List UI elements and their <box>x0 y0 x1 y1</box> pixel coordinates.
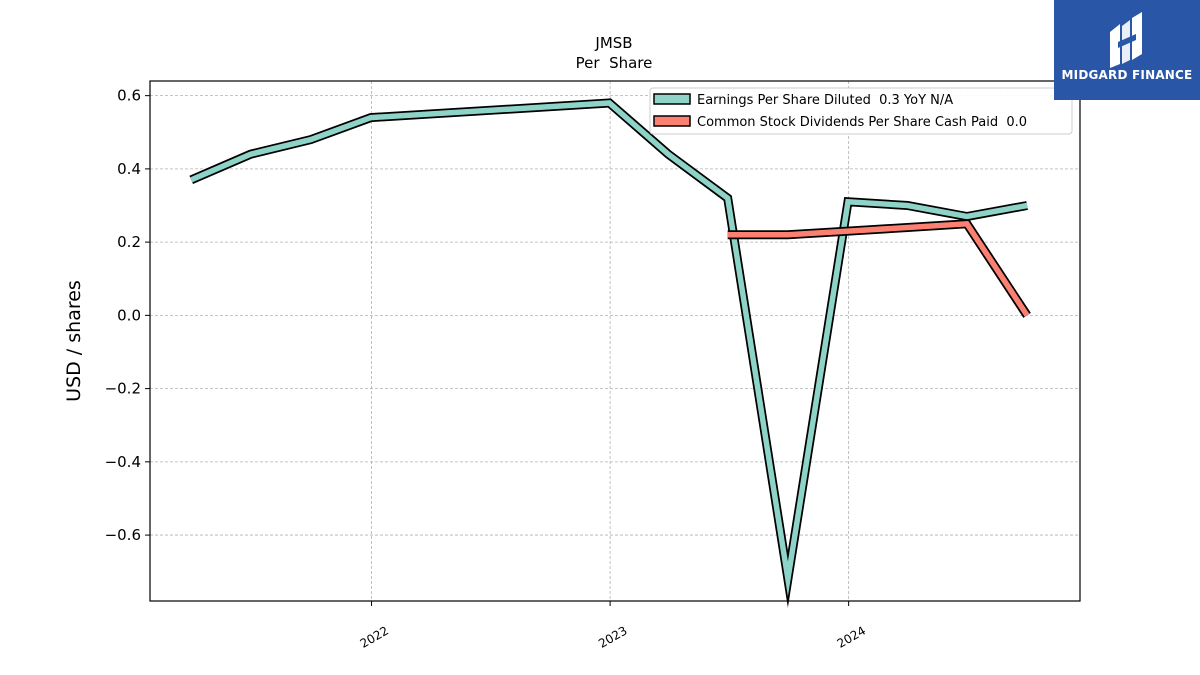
y-tick-label: −0.6 <box>105 526 141 544</box>
dividends-per-share-line <box>727 220 1030 317</box>
legend-box <box>649 87 1073 135</box>
x-tick-label: 2024 <box>835 623 868 650</box>
chart-subtitle: Per Share <box>576 54 653 72</box>
legend-label: Earnings Per Share Diluted 0.3 YoY N/A <box>697 93 953 108</box>
y-tick-label: 0.0 <box>117 306 141 324</box>
eps-diluted-line <box>190 100 1028 597</box>
y-tick-label: −0.4 <box>105 453 141 471</box>
y-axis-label: USD / shares <box>63 280 85 402</box>
y-tick-label: 0.4 <box>117 160 141 178</box>
legend-swatch <box>653 115 691 127</box>
plot-frame <box>149 80 1081 602</box>
legend-swatch <box>653 93 691 105</box>
series-outline <box>189 98 1028 608</box>
x-tick-label: 2023 <box>596 623 629 650</box>
legend: Earnings Per Share Diluted 0.3 YoY N/A Co… <box>649 87 1073 135</box>
legend-label: Common Stock Dividends Per Share Cash Pa… <box>697 115 1027 130</box>
y-tick-label: 0.6 <box>117 87 141 105</box>
x-tick-label: 2022 <box>358 623 391 650</box>
y-tick-label: 0.2 <box>117 233 141 251</box>
chart-title: JMSB <box>594 34 632 52</box>
midgard-finance-logo: MIDGARD FINANCE <box>1054 0 1200 100</box>
logo-text: MIDGARD FINANCE <box>1061 68 1193 82</box>
logo-mark-icon <box>1110 12 1142 68</box>
y-tick-label: −0.2 <box>105 380 141 398</box>
